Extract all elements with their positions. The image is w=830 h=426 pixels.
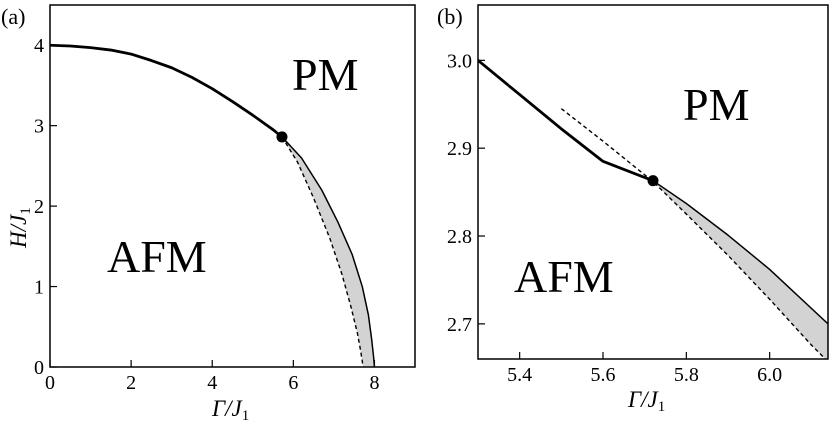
panel-b-region-afm: AFM [514, 251, 614, 302]
x-tick-label: 8 [369, 372, 379, 394]
panel-b-frame [477, 4, 829, 360]
x-tick-label: 5.6 [591, 364, 616, 386]
panel-a-tag: (a) [1, 4, 25, 29]
panel-a-coexistence-region [281, 136, 375, 367]
x-tick-label: 0 [45, 372, 55, 394]
y-tick-label: 3 [34, 116, 44, 138]
y-tick-label: 3.0 [447, 50, 472, 72]
x-tick-label: 2 [126, 372, 136, 394]
panel-a-phase-boundaries [50, 43, 376, 367]
tricritical-point-marker [276, 131, 288, 143]
x-tick-label: 6.0 [757, 364, 782, 386]
panel-b: (b) 5.4 5.6 5.8 6.0 2.7 2.8 2.9 3.0 PM AFM Γ/J1 [437, 4, 829, 415]
y-tick-label: 2.8 [447, 226, 472, 248]
x-tick-label: 5.4 [507, 364, 532, 386]
panel-a-region-pm: PM [292, 49, 358, 100]
boundary-thick-solid [478, 58, 655, 183]
panel-a-frame [49, 4, 416, 368]
boundary-thick-solid [50, 43, 284, 139]
y-tick-label: 4 [34, 35, 44, 57]
boundary-thin-solid [281, 136, 376, 367]
panel-b-x-axis-label: Γ/J1 [627, 387, 665, 415]
panel-b-ticks: 5.4 5.6 5.8 6.0 2.7 2.8 2.9 3.0 [447, 50, 782, 386]
coexistence-shading [281, 136, 375, 367]
y-tick-label: 2.9 [447, 138, 472, 160]
tricritical-point-marker [647, 175, 659, 187]
panel-a-y-axis-label: H/J1 [6, 207, 34, 249]
panel-a-x-axis-label: Γ/J1 [211, 396, 249, 424]
x-tick-label: 4 [207, 372, 217, 394]
panel-b-region-pm: PM [683, 79, 749, 130]
panel-a-region-afm: AFM [107, 231, 207, 282]
panel-b-tag: (b) [437, 4, 463, 29]
boundary-dashed [560, 108, 827, 359]
x-tick-label: 5.8 [674, 364, 699, 386]
panel-a: (a) 0 2 4 6 8 0 1 2 3 4 PM AFM Γ/J1 H/J1 [1, 4, 416, 424]
x-tick-label: 6 [288, 372, 298, 394]
y-tick-label: 2.7 [447, 314, 472, 336]
y-tick-label: 1 [34, 277, 44, 299]
y-tick-label: 0 [34, 357, 44, 379]
panel-b-phase-boundaries [478, 58, 828, 359]
y-tick-label: 2 [34, 196, 44, 218]
boundary-dashed [281, 136, 364, 367]
boundary-thin-solid [652, 179, 828, 325]
